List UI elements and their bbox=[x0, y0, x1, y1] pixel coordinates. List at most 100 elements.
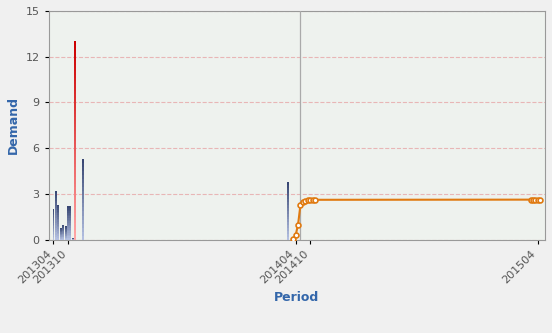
Bar bbox=[75, 131, 76, 134]
Bar bbox=[62, 232, 64, 233]
Bar bbox=[57, 236, 59, 238]
Bar bbox=[67, 238, 69, 240]
Bar bbox=[75, 111, 76, 114]
Bar bbox=[70, 211, 71, 213]
Bar bbox=[55, 191, 57, 193]
Bar bbox=[70, 228, 71, 230]
Bar bbox=[70, 209, 71, 211]
Bar bbox=[75, 154, 76, 157]
Bar bbox=[82, 219, 83, 223]
Bar bbox=[67, 220, 69, 221]
Bar bbox=[65, 233, 67, 234]
Bar bbox=[288, 222, 289, 225]
Bar bbox=[55, 196, 57, 198]
Bar bbox=[70, 226, 71, 228]
Bar bbox=[288, 208, 289, 211]
Bar bbox=[288, 216, 289, 219]
Bar bbox=[55, 210, 57, 213]
Bar bbox=[70, 216, 71, 218]
Bar bbox=[65, 239, 67, 240]
Bar bbox=[75, 226, 76, 230]
Bar bbox=[288, 205, 289, 208]
Bar bbox=[288, 196, 289, 199]
Y-axis label: Demand: Demand bbox=[7, 96, 20, 155]
Bar bbox=[52, 224, 55, 226]
Bar bbox=[75, 167, 76, 170]
Bar bbox=[57, 234, 59, 236]
Bar bbox=[82, 159, 83, 163]
Bar bbox=[52, 218, 55, 220]
Bar bbox=[57, 213, 59, 215]
Bar bbox=[75, 141, 76, 144]
Bar bbox=[75, 68, 76, 71]
Bar bbox=[288, 211, 289, 214]
Bar bbox=[75, 124, 76, 128]
Bar bbox=[60, 227, 62, 228]
Bar bbox=[82, 207, 83, 211]
Bar bbox=[62, 234, 64, 235]
Bar bbox=[57, 233, 59, 234]
Bar bbox=[75, 210, 76, 213]
Bar bbox=[57, 227, 59, 229]
Bar bbox=[52, 217, 55, 218]
Bar bbox=[288, 228, 289, 231]
Bar bbox=[57, 206, 59, 208]
Bar bbox=[62, 228, 64, 229]
Bar bbox=[60, 235, 62, 236]
Bar bbox=[75, 41, 76, 45]
Bar bbox=[57, 217, 59, 219]
Bar bbox=[65, 234, 67, 235]
Bar bbox=[82, 236, 83, 240]
Bar bbox=[82, 167, 83, 171]
Bar bbox=[75, 71, 76, 75]
Bar bbox=[55, 220, 57, 223]
Bar bbox=[288, 231, 289, 234]
Bar bbox=[52, 221, 55, 223]
Bar bbox=[70, 236, 71, 238]
Bar bbox=[75, 147, 76, 151]
Bar bbox=[62, 230, 64, 231]
Bar bbox=[67, 221, 69, 223]
Bar bbox=[70, 213, 71, 214]
Bar bbox=[75, 108, 76, 111]
Bar bbox=[75, 98, 76, 101]
Bar bbox=[75, 85, 76, 88]
Bar bbox=[55, 203, 57, 205]
Bar bbox=[60, 230, 62, 231]
Bar bbox=[70, 214, 71, 216]
Bar bbox=[75, 58, 76, 61]
Bar bbox=[52, 227, 55, 229]
Bar bbox=[288, 190, 289, 193]
Bar bbox=[55, 230, 57, 232]
Bar bbox=[67, 233, 69, 235]
Bar bbox=[75, 203, 76, 207]
Bar bbox=[57, 208, 59, 210]
Bar bbox=[70, 220, 71, 221]
Bar bbox=[288, 199, 289, 202]
Bar bbox=[60, 236, 62, 237]
Bar bbox=[62, 224, 64, 225]
Bar bbox=[288, 182, 289, 185]
Bar bbox=[52, 212, 55, 214]
Bar bbox=[70, 206, 71, 208]
Bar bbox=[55, 237, 57, 240]
Bar bbox=[75, 104, 76, 108]
Bar bbox=[288, 193, 289, 196]
Bar bbox=[60, 234, 62, 235]
Bar bbox=[55, 205, 57, 208]
Bar bbox=[67, 226, 69, 228]
Bar bbox=[55, 232, 57, 235]
Bar bbox=[288, 187, 289, 190]
Bar bbox=[67, 209, 69, 211]
Bar bbox=[288, 185, 289, 187]
Bar bbox=[75, 173, 76, 177]
Bar bbox=[65, 235, 67, 236]
Bar bbox=[70, 208, 71, 209]
Bar bbox=[75, 51, 76, 55]
Bar bbox=[70, 235, 71, 236]
Bar bbox=[75, 197, 76, 200]
Bar bbox=[288, 214, 289, 216]
Bar bbox=[82, 223, 83, 228]
Bar bbox=[52, 211, 55, 212]
Bar bbox=[75, 65, 76, 68]
